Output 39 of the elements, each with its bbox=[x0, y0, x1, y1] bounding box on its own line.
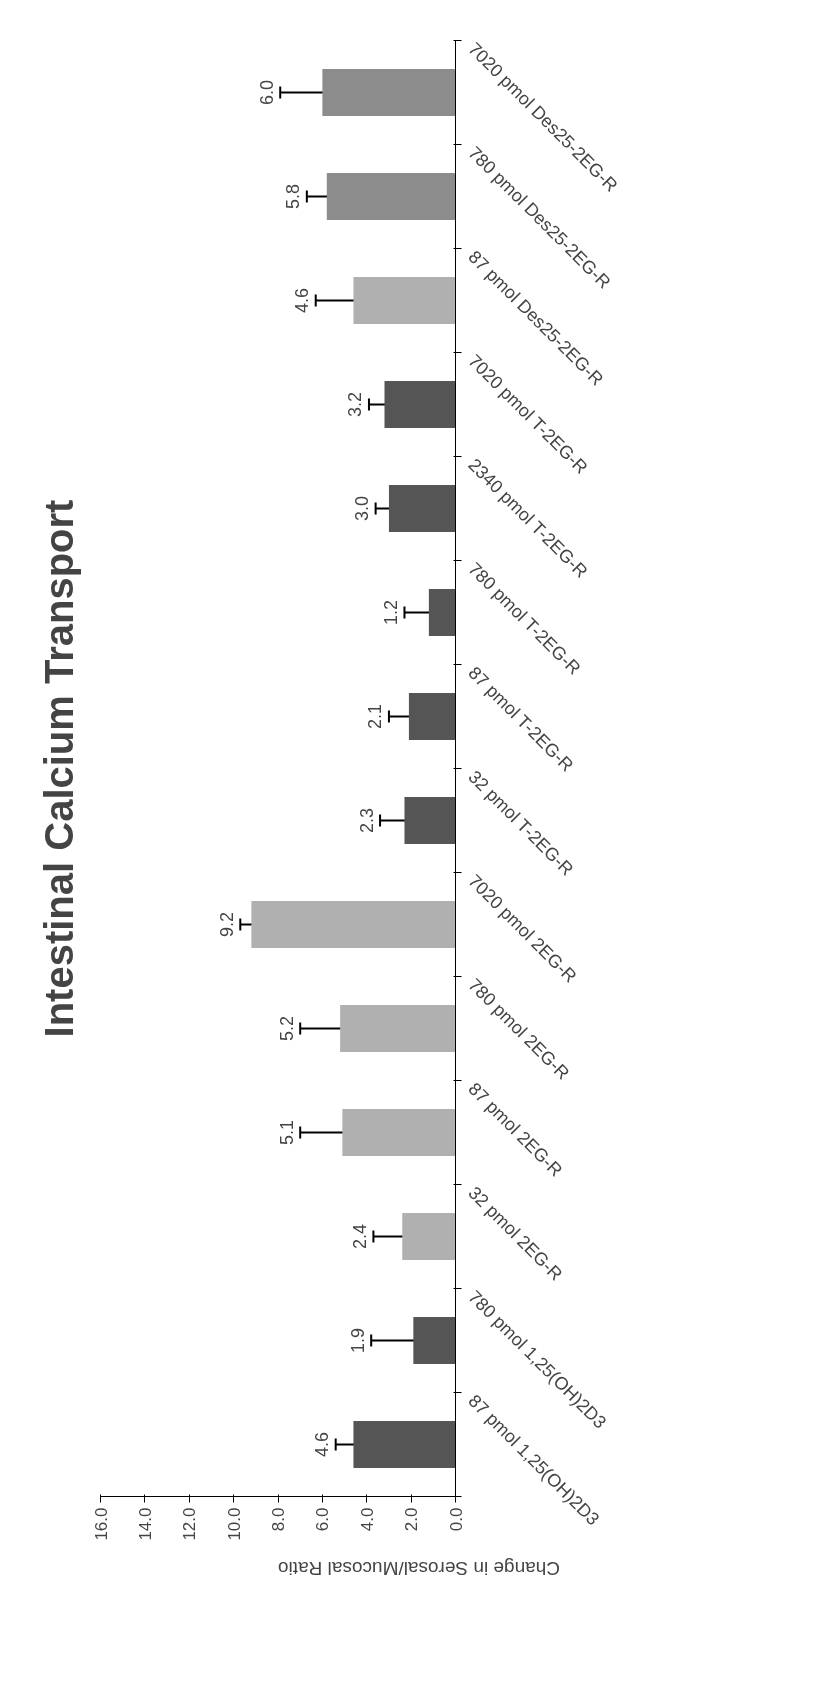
data-label: 2.4 bbox=[349, 1223, 370, 1250]
bar bbox=[413, 1317, 456, 1364]
data-label: 3.0 bbox=[352, 495, 373, 522]
bar bbox=[353, 277, 456, 324]
x-tick-label: 14.0 bbox=[135, 1507, 155, 1541]
bar bbox=[251, 901, 456, 948]
data-label: 2.1 bbox=[365, 703, 386, 730]
bar bbox=[384, 381, 456, 428]
data-label: 9.2 bbox=[216, 911, 237, 938]
data-label: 6.0 bbox=[256, 79, 277, 106]
data-label: 4.6 bbox=[312, 1431, 333, 1458]
bar bbox=[428, 589, 456, 636]
bar bbox=[404, 797, 456, 844]
data-label: 1.9 bbox=[347, 1327, 368, 1354]
bar bbox=[353, 1421, 456, 1468]
bar bbox=[408, 693, 456, 740]
x-axis-title: Change in Serosal/Mucosal Ratio bbox=[277, 1558, 560, 1580]
bar bbox=[402, 1213, 456, 1260]
x-tick-label: 2.0 bbox=[402, 1507, 422, 1532]
data-label: 5.8 bbox=[283, 183, 304, 210]
x-tick-label: 0.0 bbox=[446, 1507, 466, 1532]
x-tick-label: 16.0 bbox=[91, 1507, 111, 1541]
data-label: 5.1 bbox=[276, 1119, 297, 1146]
data-label: 3.2 bbox=[345, 391, 366, 418]
data-label: 1.2 bbox=[380, 599, 401, 626]
x-tick-label: 10.0 bbox=[224, 1507, 244, 1541]
x-tick-label: 4.0 bbox=[357, 1507, 377, 1532]
data-label: 5.2 bbox=[276, 1015, 297, 1042]
bar bbox=[326, 173, 456, 220]
data-label: 4.6 bbox=[292, 287, 313, 314]
x-tick-label: 12.0 bbox=[180, 1507, 200, 1541]
x-tick-label: 6.0 bbox=[313, 1507, 333, 1532]
bar bbox=[322, 69, 456, 116]
bar bbox=[388, 485, 456, 532]
text: Intestinal Calcium Transport bbox=[36, 499, 81, 1038]
data-label: 2.3 bbox=[356, 807, 377, 834]
bar bbox=[340, 1005, 456, 1052]
x-tick-label: 8.0 bbox=[269, 1507, 288, 1532]
bar bbox=[342, 1109, 456, 1156]
